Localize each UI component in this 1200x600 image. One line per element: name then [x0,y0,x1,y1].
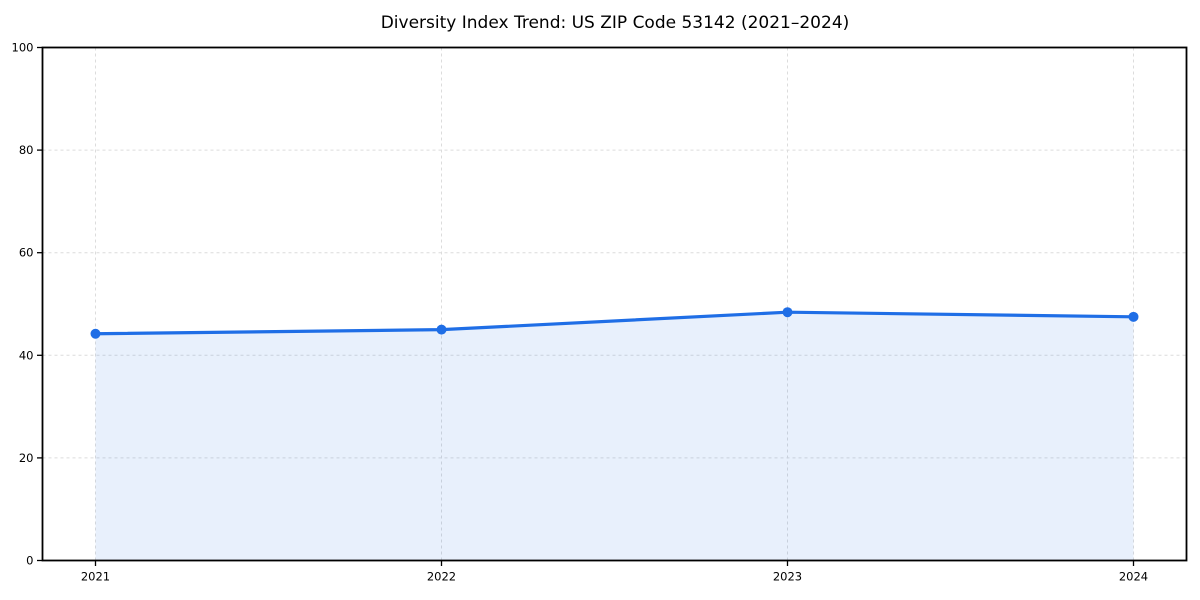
y-tick-label: 80 [19,143,34,157]
y-tick-label: 0 [26,554,33,568]
data-point-2023 [782,307,793,318]
x-tick-label: 2023 [773,570,802,584]
x-tick-label: 2024 [1119,570,1148,584]
area-fill [95,312,1134,561]
chart-title: Diversity Index Trend: US ZIP Code 53142… [380,13,850,33]
data-point-2021 [90,328,101,339]
trend-line [93,310,1136,336]
data-point-2022 [436,324,447,335]
data-point-2024 [1128,311,1139,322]
x-tick-label: 2022 [427,570,456,584]
y-tick-label: 60 [19,246,34,260]
y-tick-label: 20 [19,451,34,465]
x-tick-label: 2021 [81,570,110,584]
y-tick-label: 40 [19,348,34,362]
y-tick-label: 100 [12,41,34,55]
plot-border [41,46,1188,562]
